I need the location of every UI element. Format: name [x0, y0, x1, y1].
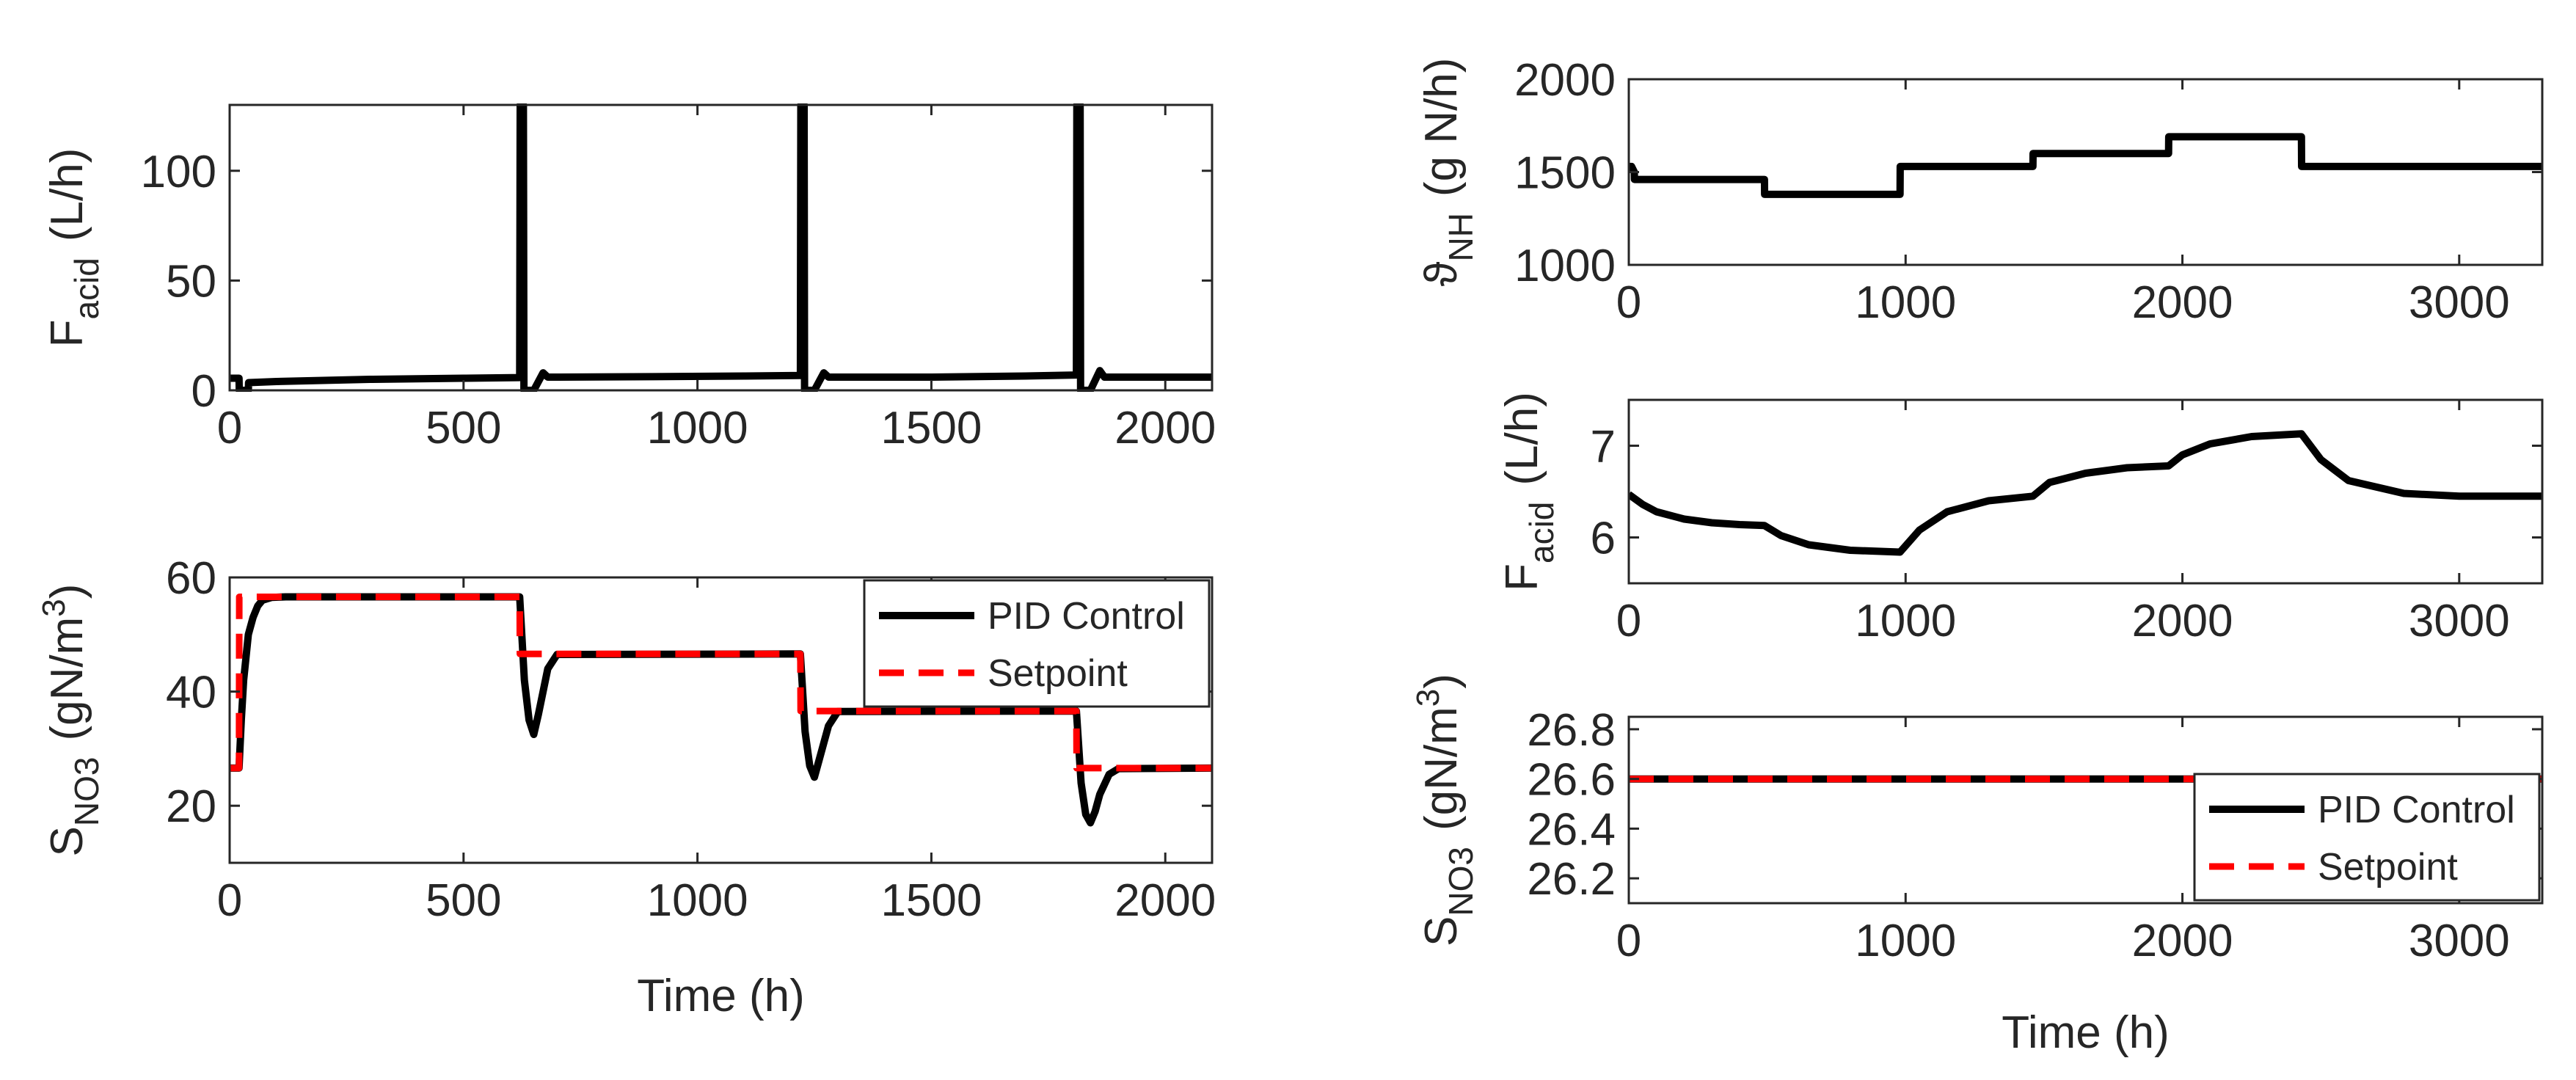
- y-tick-label: 7: [1591, 422, 1616, 472]
- y-label-superscript: 3: [36, 599, 72, 616]
- x-tick-label: 500: [426, 403, 501, 453]
- legend-label: PID Control: [988, 595, 1185, 638]
- legend-label: Setpoint: [988, 652, 1128, 695]
- legend-label: Setpoint: [2318, 846, 2458, 889]
- x-tick-label: 1000: [1855, 277, 1956, 328]
- y-tick-label: 100: [141, 147, 216, 197]
- x-tick-label: 2000: [2132, 916, 2233, 966]
- y-tick-label: 1500: [1514, 148, 1616, 199]
- y-tick-label: 1000: [1514, 241, 1616, 291]
- x-tick-label: 0: [1616, 916, 1641, 966]
- y-label-main: ϑ: [1416, 261, 1467, 286]
- y-tick-label: 26.4: [1527, 804, 1616, 855]
- y-tick-label: 0: [191, 366, 216, 417]
- y-label-unit: (L/h): [42, 148, 92, 241]
- x-tick-label: 2000: [1114, 403, 1216, 453]
- y-label-unit: (gN/m: [1416, 707, 1467, 831]
- panel-nitrate-left: 0 500 1000 1500 2000 20 40 60 SNO3 (gN/m3) Time (h…: [36, 553, 1216, 1021]
- axes-frame: [1627, 398, 2544, 585]
- y-label-subscript: NO3: [1442, 847, 1480, 916]
- y-axis-label: SNO3 (gN/m3): [1410, 674, 1480, 946]
- y-tick-label: 26.6: [1527, 755, 1616, 806]
- legend: PID Control Setpoint: [2193, 773, 2541, 902]
- legend-box: [2193, 773, 2541, 902]
- x-tick-label: 3000: [2409, 277, 2510, 328]
- y-tick-label: 26.8: [1527, 705, 1616, 756]
- y-tick-label: 2000: [1514, 55, 1616, 106]
- y-tick-label: 20: [166, 781, 216, 832]
- x-tick-label: 2000: [2132, 277, 2233, 328]
- x-tick-label: 500: [426, 875, 501, 926]
- x-tick-label: 0: [217, 403, 242, 453]
- legend-label: PID Control: [2318, 789, 2515, 831]
- panel-nitrate-right: 0 1000 2000 3000 26.226.426.626.8 SNO3 (gN/m3)…: [1410, 674, 2544, 1058]
- y-label-unit: (L/h): [1497, 392, 1547, 485]
- x-tick-label: 1000: [647, 403, 748, 453]
- x-tick-label: 0: [1616, 596, 1641, 646]
- axes-frame: [228, 576, 1214, 864]
- x-tick-label: 1500: [880, 403, 982, 453]
- y-label-main: S: [1416, 916, 1467, 946]
- legend-box: [863, 579, 1211, 708]
- x-axis-label: Time (h): [637, 971, 804, 1021]
- y-axis-label: SNO3 (gN/m3): [36, 584, 106, 857]
- x-tick-label: 0: [217, 875, 242, 926]
- panel-acid-flow-right: 0 1000 2000 3000 6 7 Facid (L/h): [1497, 392, 2544, 646]
- x-tick-label: 2000: [2132, 596, 2233, 646]
- axes-frame: [228, 103, 1214, 392]
- y-axis-label: Facid (L/h): [1497, 392, 1561, 591]
- series-f-acid: [1629, 430, 2542, 556]
- x-axis-label: Time (h): [2002, 1007, 2169, 1058]
- y-label-close: ): [42, 584, 92, 599]
- x-tick-label: 3000: [2409, 916, 2510, 966]
- y-label-subscript: NO3: [67, 756, 106, 826]
- x-tick-label: 0: [1616, 277, 1641, 328]
- y-tick-label: 6: [1591, 514, 1616, 564]
- y-label-main: F: [42, 320, 92, 348]
- y-label-subscript: acid: [1522, 502, 1561, 563]
- y-label-close: ): [1416, 674, 1467, 689]
- y-label-subscript: NH: [1442, 213, 1480, 261]
- x-tick-label: 1500: [880, 875, 982, 926]
- y-label-unit: (gN/m: [42, 617, 92, 741]
- y-tick-label: 40: [166, 668, 216, 718]
- series-setpoint: [230, 594, 1212, 772]
- y-label-main: F: [1497, 563, 1547, 591]
- x-tick-label: 1000: [1855, 916, 1956, 966]
- y-tick-label: 50: [166, 256, 216, 307]
- y-label-superscript: 3: [1410, 689, 1446, 707]
- plot-area: [1629, 79, 2542, 265]
- x-tick-label: 1000: [1855, 596, 1956, 646]
- y-label-subscript: acid: [67, 258, 106, 319]
- axes-frame: [1627, 715, 2544, 905]
- series-theta-nh: [1629, 133, 2542, 198]
- x-tick-label: 1000: [647, 875, 748, 926]
- y-label-unit: (g N/h): [1416, 58, 1467, 197]
- panel-fuel-acid-left: 0 500 1000 1500 2000 0 50 100 Facid (L/h): [42, 103, 1216, 453]
- y-tick-label: 60: [166, 553, 216, 604]
- x-tick-label: 3000: [2409, 596, 2510, 646]
- y-axis-label: ϑNH (g N/h): [1416, 58, 1480, 287]
- y-axis-label: Facid (L/h): [42, 148, 106, 348]
- legend: PID Control Setpoint: [863, 579, 1211, 708]
- y-label-main: S: [42, 826, 92, 856]
- plot-area: [230, 105, 1212, 390]
- x-tick-label: 2000: [1114, 875, 1216, 926]
- y-tick-label: 26.2: [1527, 854, 1616, 905]
